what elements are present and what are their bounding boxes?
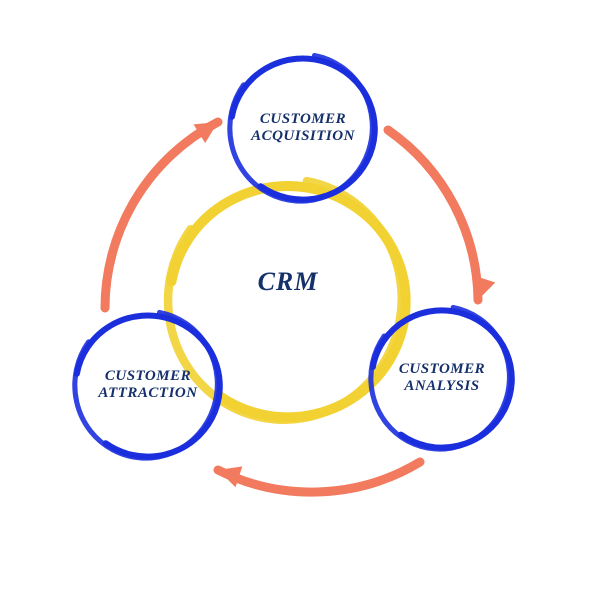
node-label-attraction: CUSTOMER ATTRACTION [98,368,197,403]
arrow-analysis-to-attraction [218,462,420,492]
arrowhead-acq-to-analysis [474,276,495,300]
node-label-acquisition: CUSTOMER ACQUISITION [251,111,355,146]
arrow-attraction-to-acq [105,122,218,308]
diagram-svg [0,0,596,600]
center-label: CRM [258,267,319,297]
arrowhead-analysis-to-attraction [218,466,242,487]
node-label-analysis: CUSTOMER ANALYSIS [399,361,485,396]
cycle-arrows [105,122,495,492]
crm-cycle-diagram: CRM CUSTOMER ACQUISITION CUSTOMER ANALYSIS… [0,0,596,600]
